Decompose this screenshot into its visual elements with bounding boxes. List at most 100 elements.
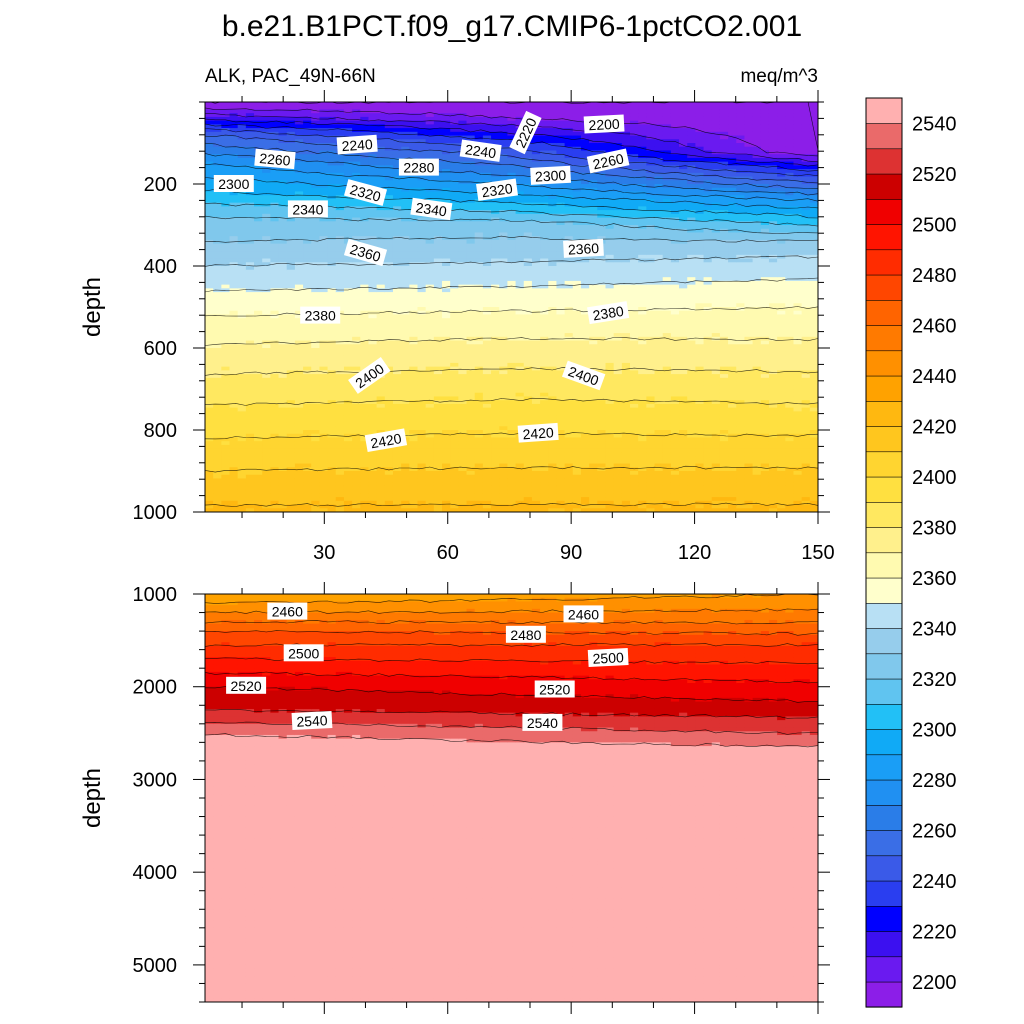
contour-fill-cell	[286, 299, 296, 304]
contour-fill-cell	[409, 191, 419, 196]
contour-fill-cell	[425, 232, 435, 237]
contour-fill-cell	[450, 351, 459, 357]
contour-fill-cell	[450, 172, 459, 178]
contour-fill-cell	[303, 474, 312, 480]
contour-fill-cell	[556, 206, 566, 211]
contour-fill-cell	[556, 120, 566, 125]
contour-fill-cell	[254, 187, 263, 193]
contour-fill-cell	[278, 497, 288, 502]
contour-fill-cell	[409, 299, 419, 304]
contour-fill-cell	[507, 254, 517, 260]
contour-fill-cell	[205, 176, 214, 181]
contour-fill-cell	[286, 236, 296, 241]
contour-fill-cell	[392, 184, 402, 189]
contour-fill-cell	[327, 228, 337, 234]
contour-fill-cell	[343, 206, 353, 211]
contour-fill-cell	[205, 422, 214, 427]
contour-fill-cell	[311, 247, 321, 252]
contour-fill-cell	[482, 169, 492, 174]
contour-fill-cell	[237, 474, 247, 480]
contour-fill-cell	[294, 389, 304, 394]
contour-fill-cell	[237, 225, 247, 230]
contour-fill-cell	[294, 172, 304, 178]
contour-fill-cell	[327, 191, 337, 196]
contour-fill-cell	[450, 444, 459, 450]
contour-fill-cell	[335, 403, 345, 409]
contour-fill-cell	[458, 389, 468, 394]
contour-fill-cell	[491, 206, 500, 211]
contour-fill-cell	[433, 389, 443, 394]
contour-fill-cell	[474, 407, 484, 412]
contour-fill-cell	[319, 478, 329, 483]
contour-fill-cell	[466, 426, 476, 431]
contour-fill-cell	[425, 318, 435, 323]
contour-fill-cell	[442, 131, 451, 137]
contour-fill-cell	[523, 295, 533, 301]
contour-fill-cell	[392, 374, 402, 379]
contour-fill-cell	[548, 213, 558, 219]
contour-fill-cell	[368, 508, 378, 512]
contour-fill-cell	[556, 422, 566, 427]
contour-fill-cell	[286, 128, 296, 133]
contour-fill-cell	[392, 307, 402, 312]
contour-fill-cell	[254, 102, 263, 107]
contour-fill-cell	[303, 102, 312, 107]
contour-fill-cell	[213, 381, 222, 386]
contour-fill-cell	[450, 277, 459, 282]
contour-fill-cell	[442, 161, 451, 166]
contour-fill-cell	[278, 381, 288, 386]
contour-fill-cell	[278, 228, 288, 234]
contour-fill-cell	[466, 284, 476, 289]
contour-fill-cell	[376, 299, 386, 304]
contour-fill-cell	[531, 321, 541, 327]
contour-fill-cell	[507, 128, 517, 133]
contour-fill-cell	[384, 191, 394, 196]
contour-fill-cell	[458, 128, 468, 133]
contour-fill-cell	[270, 251, 280, 256]
contour-fill-cell	[229, 247, 239, 252]
contour-fill-cell	[237, 422, 247, 427]
contour-fill-cell	[531, 243, 541, 248]
contour-fill-cell	[425, 247, 435, 252]
contour-fill-cell	[311, 433, 321, 439]
contour-fill-cell	[205, 105, 214, 111]
contour-fill-cell	[540, 351, 549, 357]
contour-fill-cell	[270, 258, 280, 263]
contour-fill-cell	[531, 191, 541, 196]
contour-fill-cell	[360, 295, 370, 301]
contour-fill-cell	[531, 232, 541, 237]
contour-fill-cell	[311, 344, 321, 349]
contour-fill-cell	[376, 385, 386, 390]
contour-fill-cell	[303, 355, 312, 360]
contour-fill-cell	[205, 143, 214, 148]
contour-fill-cell	[548, 362, 558, 368]
contour-fill-cell	[376, 266, 386, 271]
contour-fill-cell	[442, 221, 451, 226]
contour-fill-cell	[270, 109, 280, 114]
contour-fill-cell	[245, 269, 255, 275]
contour-fill-cell	[450, 139, 459, 144]
contour-fill-cell	[442, 396, 451, 401]
contour-fill-cell	[499, 314, 509, 319]
contour-fill-cell	[515, 292, 525, 297]
contour-fill-cell	[229, 236, 239, 241]
contour-fill-cell	[286, 336, 296, 342]
contour-fill-cell	[213, 333, 222, 338]
contour-fill-cell	[311, 467, 321, 472]
contour-fill-cell	[360, 303, 370, 308]
contour-fill-cell	[474, 333, 484, 338]
contour-fill-cell	[556, 202, 566, 207]
contour-fill-cell	[392, 191, 402, 196]
contour-fill-cell	[442, 489, 451, 494]
contour-fill-cell	[229, 474, 239, 480]
contour-fill-cell	[254, 478, 263, 483]
contour-fill-cell	[401, 500, 410, 506]
contour-fill-cell	[205, 374, 214, 379]
contour-fill-cell	[205, 251, 214, 256]
contour-fill-cell	[254, 482, 263, 487]
contour-fill-cell	[303, 415, 312, 420]
contour-fill-cell	[442, 254, 451, 260]
contour-fill-cell	[262, 415, 271, 420]
contour-fill-cell	[327, 385, 337, 390]
contour-fill-cell	[466, 370, 476, 375]
